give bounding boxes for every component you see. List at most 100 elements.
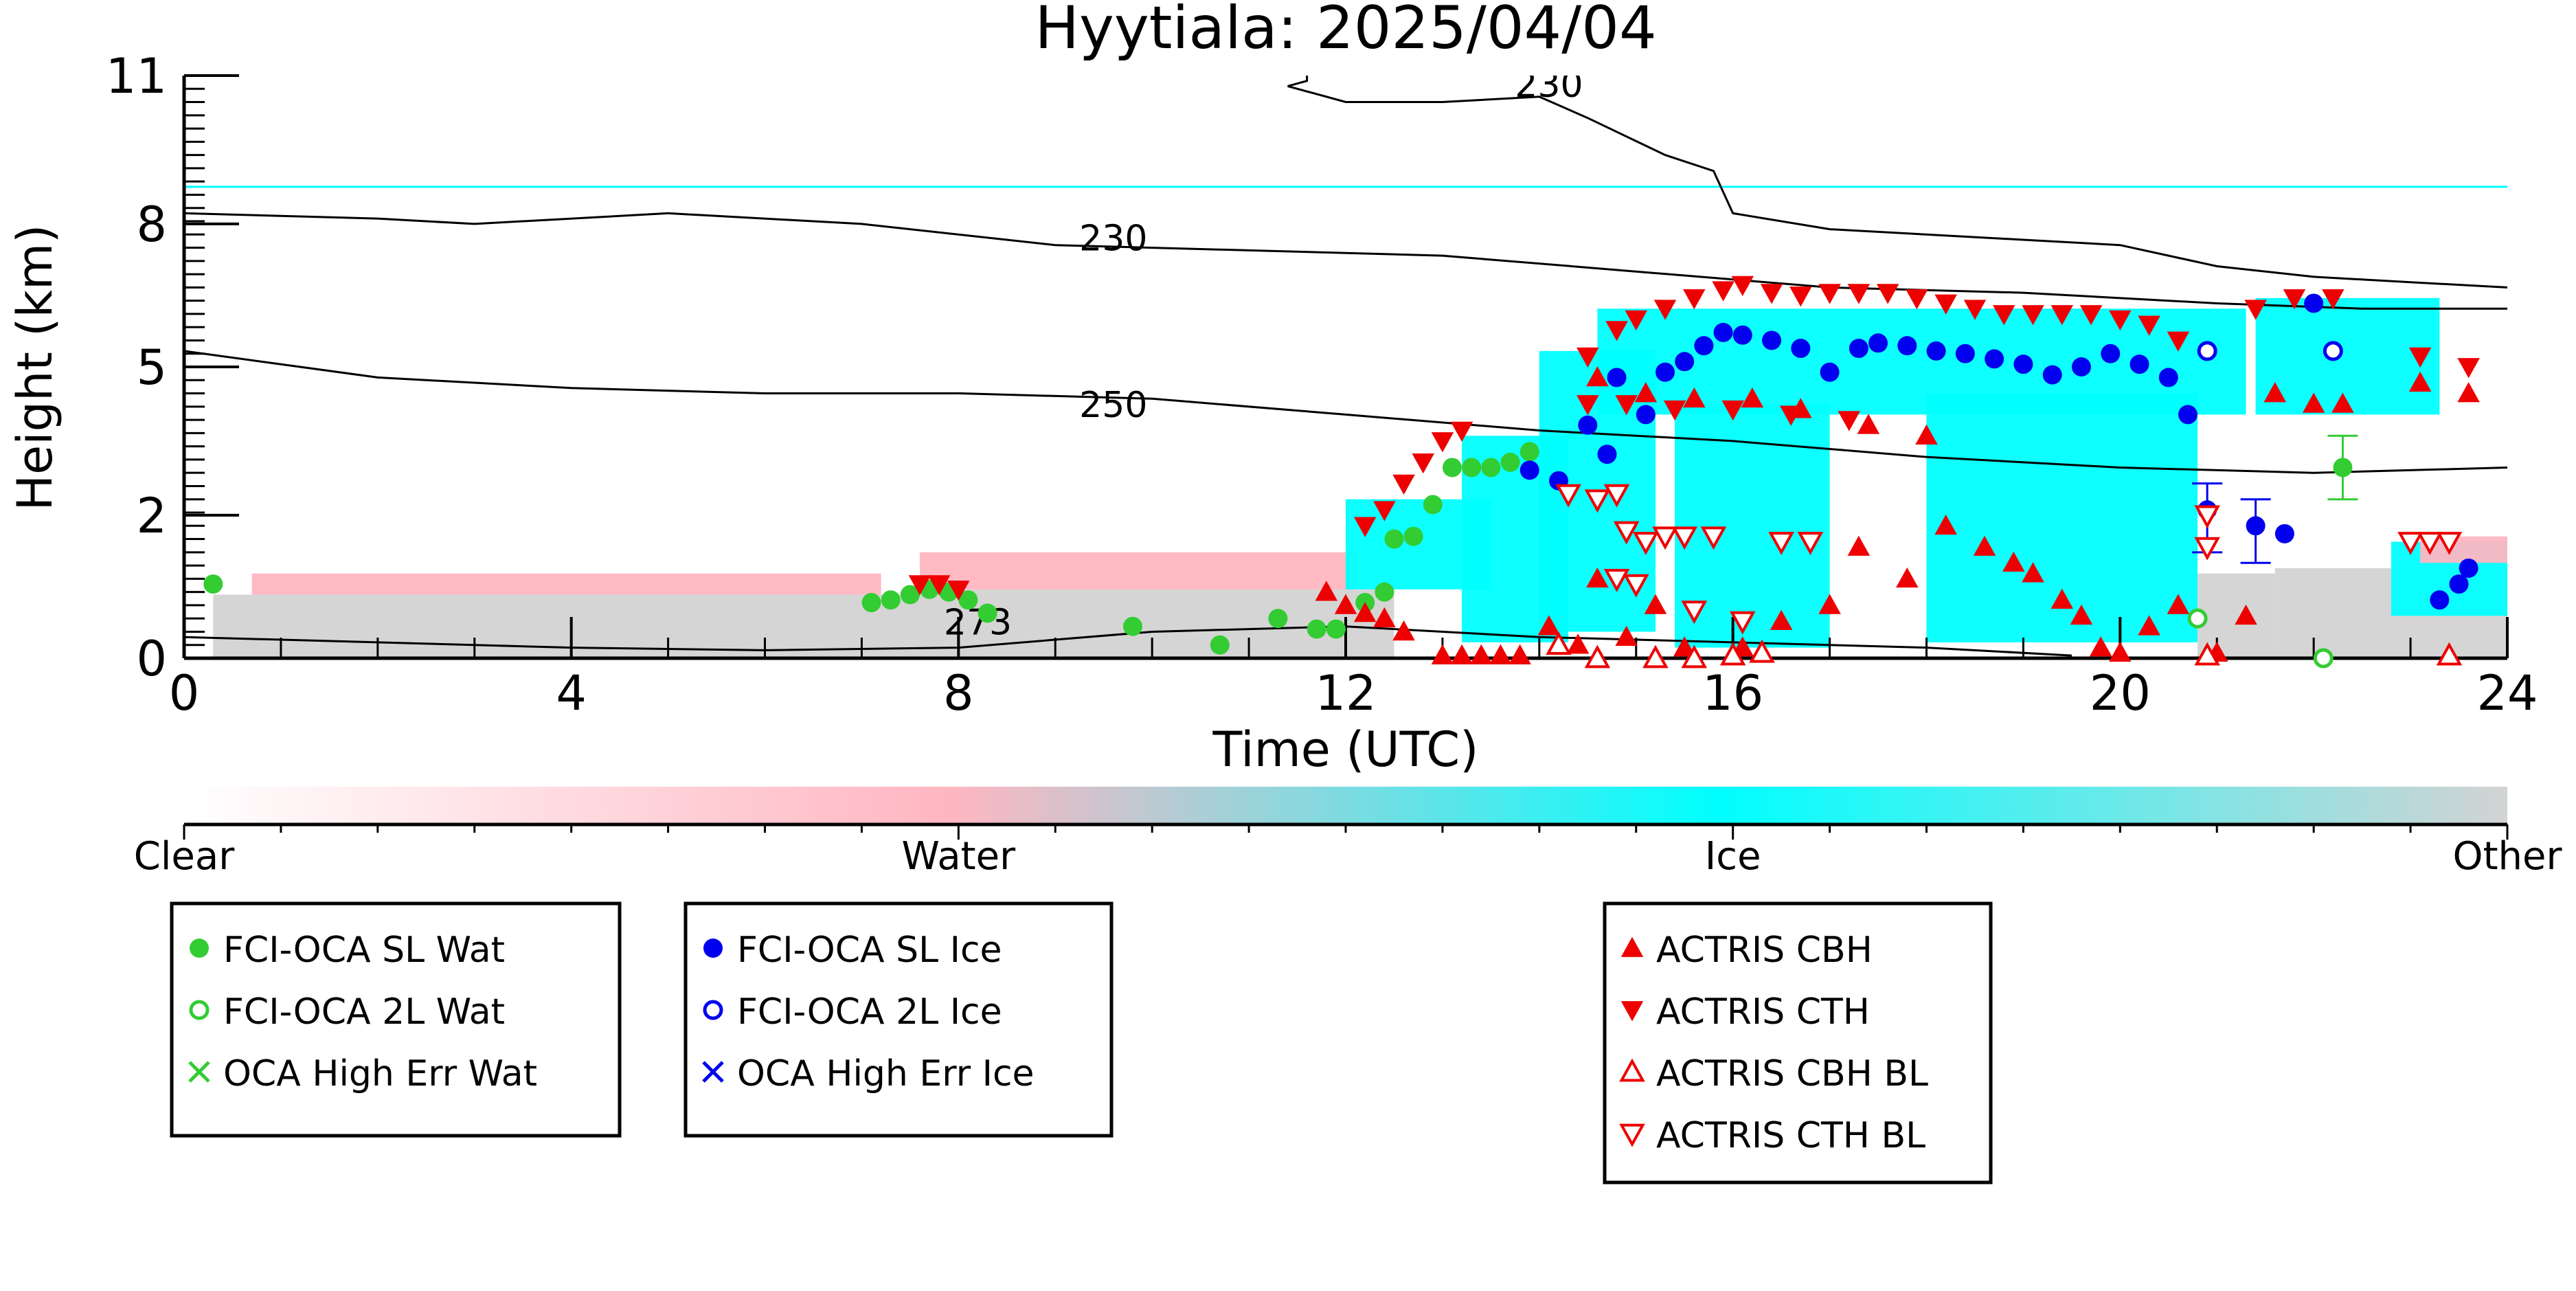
- actris-cbh-bl-point: [1642, 644, 1669, 669]
- x-tick-label: 0: [169, 665, 200, 721]
- actris-cbh-point: [1973, 535, 1996, 556]
- contour-label: 230: [1515, 65, 1583, 106]
- actris-cth-point: [1779, 405, 1803, 426]
- actris-cth-point: [1577, 347, 1599, 368]
- legend-label: FCI-OCA 2L Wat: [223, 991, 505, 1033]
- actris-cth-bl-point: [1768, 532, 1794, 555]
- actris-cbh-point: [1857, 414, 1880, 434]
- legend-marker: [1619, 1058, 1645, 1082]
- x-tick-label: 20: [2090, 665, 2151, 721]
- fci-oca-2l-wat-point: [2187, 608, 2208, 629]
- actris-cth-bl-point: [2397, 532, 2424, 555]
- actris-cbh-point: [2050, 588, 2074, 609]
- actris-cbh-point: [1673, 636, 1696, 657]
- actris-cth-point: [2138, 315, 2160, 336]
- colorbar-label: Clear: [134, 834, 235, 879]
- actris-cbh-bl-point: [2436, 642, 2463, 666]
- fci-oca-sl-ice-point: [1694, 336, 1714, 356]
- actris-cbh-point: [1566, 633, 1590, 654]
- actris-cbh-point: [2408, 371, 2432, 392]
- actris-cth-point: [1653, 300, 1677, 320]
- actris-cth-bl-point: [1603, 484, 1630, 508]
- actris-cth-bl-point: [2194, 537, 2220, 561]
- fci-oca-sl-wat-point: [958, 590, 978, 610]
- actris-cbh-point: [1353, 602, 1377, 622]
- actris-cbh-point: [2302, 392, 2325, 413]
- actris-cth-bl-point: [1652, 526, 1678, 550]
- actris-cbh-point: [1615, 625, 1638, 646]
- actris-cth-point: [1450, 421, 1473, 442]
- actris-cth-point: [1721, 400, 1744, 421]
- actris-cth-point: [1838, 411, 1861, 431]
- cloud-type-field: [184, 186, 2507, 658]
- legend-label: FCI-OCA SL Wat: [223, 930, 505, 971]
- fci-oca-sl-ice-point: [1578, 415, 1598, 435]
- x-tick-label: 24: [2476, 665, 2538, 721]
- fci-oca-sl-wat-point: [1481, 458, 1501, 478]
- actris-cth-point: [1906, 289, 1928, 310]
- fci-oca-2l-wat-point: [2313, 648, 2334, 669]
- legend-marker: [702, 1061, 724, 1083]
- colorbar-axis: Clear Water Ice Other: [134, 822, 2562, 879]
- fci-oca-sl-ice-point: [1820, 362, 1840, 382]
- x-tick-label: 12: [1315, 665, 1376, 721]
- legend-marker: [703, 1000, 723, 1020]
- actris-cth-bl-point: [1671, 526, 1698, 550]
- actris-cth-point: [1577, 395, 1599, 416]
- fci-oca-sl-wat-point: [881, 590, 901, 610]
- y-tick-label: 5: [136, 339, 167, 396]
- actris-cth-bl-point: [2436, 532, 2463, 555]
- actris-cth-bl-point: [1603, 569, 1630, 592]
- actris-cth-bl-point: [1797, 532, 1824, 555]
- contour-line: [1287, 85, 2507, 289]
- fci-oca-sl-ice-point: [2449, 574, 2469, 594]
- legend-marker: [189, 1000, 210, 1020]
- fci-oca-sl-wat-point: [1519, 442, 1539, 462]
- actris-cth-point: [1683, 289, 1706, 310]
- actris-cbh-point: [2002, 551, 2025, 572]
- actris-cth-point: [2457, 358, 2480, 379]
- legend-marker: [1620, 936, 1644, 957]
- legend-label: ACTRIS CBH: [1656, 930, 1873, 971]
- fci-oca-sl-wat-point: [1500, 452, 1520, 472]
- actris-cbh-point: [1586, 366, 1609, 387]
- actris-cbh-point: [1373, 607, 1396, 628]
- actris-cth-point: [1963, 300, 1987, 320]
- fci-oca-sl-ice-point: [1607, 368, 1627, 388]
- actris-cth-point: [2408, 347, 2432, 368]
- actris-cbh-bl-point: [1719, 642, 1746, 666]
- actris-cbh-point: [1683, 387, 1706, 408]
- actris-cbh-point: [1934, 514, 1957, 535]
- actris-cbh-point: [1847, 535, 1871, 556]
- fci-oca-sl-ice-point: [1519, 460, 1539, 480]
- x-axis-label: Time (UTC): [1212, 721, 1479, 778]
- actris-cth-point: [2322, 289, 2345, 310]
- legend-label: ACTRIS CTH: [1656, 991, 1870, 1033]
- x-tick-label: 4: [556, 665, 587, 721]
- legend-label: FCI-OCA 2L Ice: [737, 991, 1002, 1033]
- fci-oca-sl-ice-point: [2158, 368, 2178, 388]
- actris-cth-point: [1712, 281, 1735, 302]
- actris-cbh-point: [1334, 594, 1357, 614]
- actris-cth-bl-point: [2194, 505, 2220, 529]
- field-block: [251, 573, 881, 595]
- fci-oca-sl-wat-point: [2333, 458, 2353, 478]
- actris-cth-bl-point: [1681, 600, 1708, 625]
- actris-cth-point: [1731, 276, 1754, 296]
- fci-oca-sl-ice-point: [1868, 333, 1888, 353]
- actris-cth-point: [2283, 289, 2306, 310]
- actris-cbh-point: [1818, 594, 1841, 614]
- actris-cbh-point: [2235, 604, 2257, 625]
- actris-cbh-point: [1470, 644, 1493, 664]
- fci-oca-sl-ice-point: [1597, 445, 1617, 464]
- x-tick-label: 16: [1702, 665, 1763, 721]
- fci-oca-sl-ice-point: [2274, 524, 2294, 543]
- fci-oca-sl-ice-point: [1955, 344, 1975, 363]
- actris-cbh-point: [1315, 581, 1338, 601]
- actris-cbh-point: [1770, 609, 1793, 630]
- fci-oca-sl-wat-point: [1443, 458, 1462, 478]
- actris-cbh-bl-point: [2194, 642, 2220, 666]
- actris-cbh-point: [1586, 567, 1609, 588]
